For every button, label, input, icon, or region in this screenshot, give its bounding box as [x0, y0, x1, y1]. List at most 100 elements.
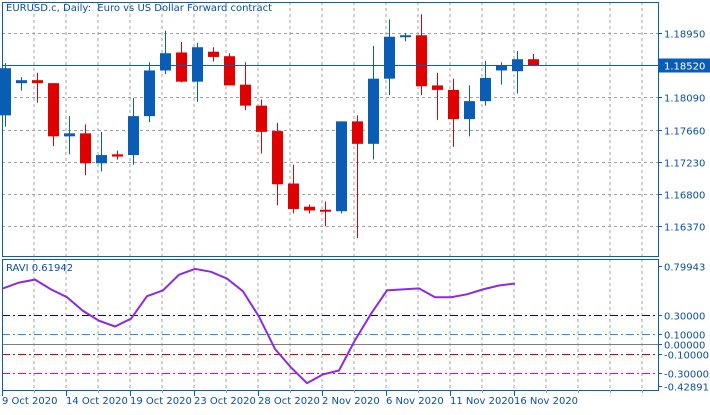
candle-body [0, 68, 11, 116]
ravi-polyline [2, 267, 516, 385]
current-price-label-box [659, 58, 710, 73]
candle [240, 62, 251, 111]
ravi-line [2, 267, 516, 385]
candle-body [160, 53, 171, 71]
price-axis[interactable]: 1.18950 1.18520 1.18090 1.17660 1.17230 1.168… [658, 30, 710, 234]
time-tick-label: 11 Nov 2020 [450, 396, 514, 407]
time-tick-label: 28 Oct 2020 [258, 396, 320, 407]
candle-body [16, 80, 27, 84]
candle-body [112, 154, 123, 157]
indicator-tick-label: 0.79943 [664, 263, 705, 274]
candle-body [416, 35, 427, 87]
candle-body [224, 56, 235, 86]
time-axis[interactable]: 9 Oct 2020 14 Oct 2020 19 Oct 2020 23 Oct 2… [2, 390, 643, 407]
candle-body [256, 105, 267, 132]
candle [528, 53, 539, 66]
indicator-label: RAVI 0.61942 [6, 263, 74, 274]
candle-body [384, 36, 395, 79]
candle [0, 62, 11, 127]
time-tick-label: 19 Oct 2020 [130, 396, 192, 407]
candle [320, 201, 331, 227]
candle [480, 60, 491, 106]
price-tick-label: 1.18950 [664, 30, 705, 41]
candle-body [336, 121, 347, 212]
candle-body [64, 133, 75, 137]
candle [304, 204, 315, 214]
candle [16, 77, 27, 91]
candle [112, 150, 123, 160]
candle-body [208, 51, 219, 57]
candle [160, 30, 171, 75]
candle-body [400, 35, 411, 38]
price-tick-label: 1.17230 [664, 159, 705, 170]
indicator-panel-frame [2, 259, 659, 391]
time-tick-label: 2 Nov 2020 [322, 396, 380, 407]
candle-body [480, 77, 491, 102]
candle [400, 33, 411, 42]
candle [384, 19, 395, 96]
candle-body [432, 85, 443, 90]
candle [192, 42, 203, 102]
candle-body [304, 206, 315, 211]
candle [256, 99, 267, 154]
candle-body [272, 131, 283, 185]
panel-frames [2, 2, 659, 391]
indicator-tick-label: -0.42891 [664, 383, 709, 394]
candle [96, 131, 107, 172]
candle [224, 53, 235, 86]
time-tick-label: 23 Oct 2020 [194, 396, 256, 407]
candle-body [80, 133, 91, 164]
indicator-tick-label: 0.30000 [664, 312, 705, 323]
candle-body [464, 101, 475, 120]
current-price-label: 1.18520 [664, 62, 705, 73]
candle [32, 72, 43, 103]
indicator-tick-label: 0.10000 [664, 331, 705, 342]
candle-body [368, 78, 379, 144]
time-tick-label: 6 Nov 2020 [386, 396, 444, 407]
candlesticks [0, 14, 539, 239]
indicator-tick-label: -0.30000 [664, 370, 709, 381]
candle-body [128, 116, 139, 156]
price-tick-label: 1.16370 [664, 223, 705, 234]
price-tick-label: 1.16800 [664, 191, 705, 202]
indicator-grid [33, 259, 643, 390]
candle [48, 83, 59, 147]
candle-body [240, 84, 251, 106]
time-tick-label: 9 Oct 2020 [2, 396, 57, 407]
candle [336, 121, 347, 214]
candle-body [352, 121, 363, 144]
candle-body [48, 83, 59, 137]
indicator-tick-label: 0.00000 [664, 341, 705, 352]
candle-body [320, 209, 331, 212]
candle-body [192, 47, 203, 82]
candle [208, 47, 219, 62]
candle [272, 122, 283, 206]
candle [432, 72, 443, 120]
candle [416, 14, 427, 96]
indicator-levels [2, 315, 658, 374]
candle [288, 164, 299, 214]
main-panel-frame [2, 2, 659, 257]
time-tick-label: 14 Oct 2020 [66, 396, 128, 407]
candle-body [144, 70, 155, 117]
candle-body [288, 183, 299, 209]
candle-body [448, 89, 459, 120]
candle-body [176, 52, 187, 82]
candle [128, 98, 139, 165]
candle [176, 41, 187, 83]
main-grid [2, 2, 658, 256]
candle [448, 78, 459, 147]
candle [368, 45, 379, 160]
candle [64, 116, 75, 155]
candle-body [96, 155, 107, 164]
candle [464, 85, 475, 137]
candle [144, 62, 155, 123]
price-tick-label: 1.17660 [664, 127, 705, 138]
time-tick-label: 16 Nov 2020 [514, 396, 578, 407]
candle [352, 115, 363, 239]
price-tick-label: 1.18090 [664, 94, 705, 105]
indicator-tick-label: -0.10000 [664, 351, 709, 362]
